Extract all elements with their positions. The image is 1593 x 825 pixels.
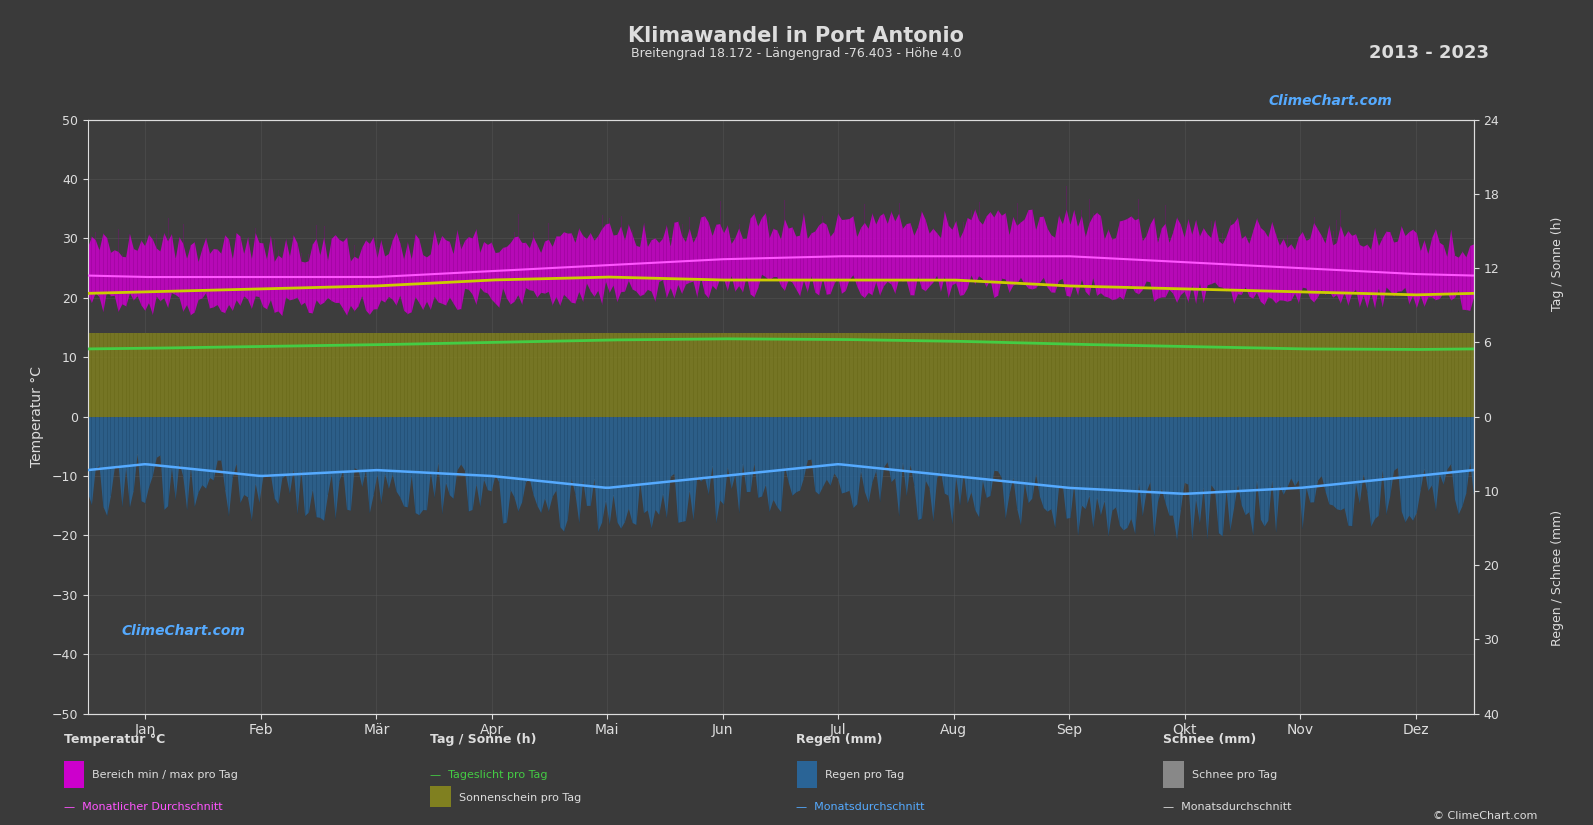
Text: Breitengrad 18.172 - Längengrad -76.403 - Höhe 4.0: Breitengrad 18.172 - Längengrad -76.403 …	[631, 47, 962, 60]
Text: —  Monatsdurchschnitt: — Monatsdurchschnitt	[1163, 802, 1292, 812]
Text: Bereich min / max pro Tag: Bereich min / max pro Tag	[92, 771, 239, 780]
Text: © ClimeChart.com: © ClimeChart.com	[1432, 811, 1537, 821]
Text: Schnee (mm): Schnee (mm)	[1163, 733, 1257, 746]
Text: Regen pro Tag: Regen pro Tag	[825, 771, 905, 780]
Y-axis label: Temperatur °C: Temperatur °C	[30, 366, 45, 467]
Text: —  Monatsdurchschnitt: — Monatsdurchschnitt	[796, 802, 926, 812]
Text: Tag / Sonne (h): Tag / Sonne (h)	[430, 733, 537, 746]
Text: Sonnenschein pro Tag: Sonnenschein pro Tag	[459, 793, 581, 803]
Text: Regen / Schnee (mm): Regen / Schnee (mm)	[1552, 509, 1564, 645]
Text: Tag / Sonne (h): Tag / Sonne (h)	[1552, 217, 1564, 311]
Text: —  Monatlicher Durchschnitt: — Monatlicher Durchschnitt	[64, 802, 223, 812]
Text: Klimawandel in Port Antonio: Klimawandel in Port Antonio	[629, 26, 964, 46]
Text: Regen (mm): Regen (mm)	[796, 733, 883, 746]
Text: —  Tageslicht pro Tag: — Tageslicht pro Tag	[430, 771, 548, 780]
Text: ClimeChart.com: ClimeChart.com	[121, 625, 245, 638]
Text: Temperatur °C: Temperatur °C	[64, 733, 166, 746]
Text: Schnee pro Tag: Schnee pro Tag	[1192, 771, 1278, 780]
Text: ClimeChart.com: ClimeChart.com	[1268, 94, 1392, 107]
Text: 2013 - 2023: 2013 - 2023	[1370, 44, 1489, 62]
